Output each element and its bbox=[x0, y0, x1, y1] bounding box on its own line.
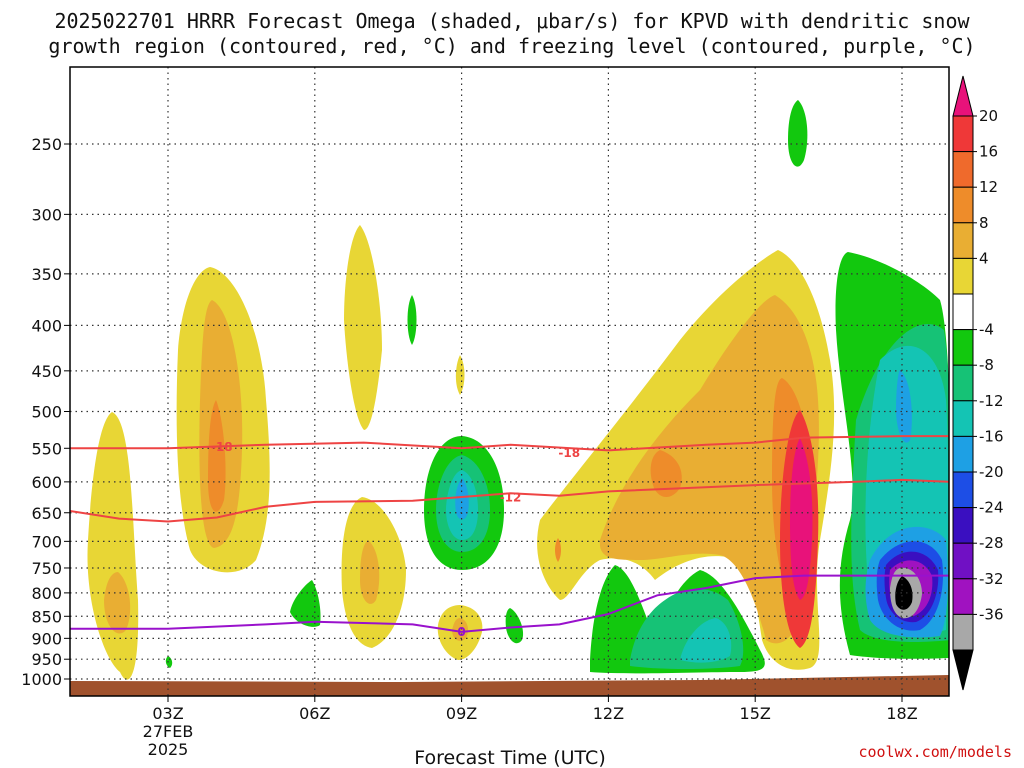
colorbar: 20 16 12 8 4 -4 -8 -12 -16 -20 -24 -28 -32 -36 bbox=[952, 75, 1004, 691]
y-tick-label: 450 bbox=[31, 362, 62, 381]
colorbar-bin bbox=[952, 435, 974, 473]
contour-label: 0 bbox=[457, 625, 465, 639]
omega-region-upward-11z bbox=[555, 538, 561, 562]
y-tick-label: 700 bbox=[31, 532, 62, 551]
y-tick-label: 900 bbox=[31, 629, 62, 648]
omega-region-subsidence-right-core bbox=[896, 370, 912, 443]
colorbar-label: -12 bbox=[979, 392, 1004, 410]
colorbar-label: -32 bbox=[979, 570, 1004, 588]
y-tick-label: 850 bbox=[31, 607, 62, 626]
colorbar-bin bbox=[952, 257, 974, 295]
omega-region-upward-09z-small bbox=[455, 355, 465, 395]
horizontal-gridlines bbox=[70, 143, 949, 680]
contour-label: -12 bbox=[500, 491, 522, 505]
x-axis: 03Z 06Z 09Z 12Z 15Z 18Z bbox=[152, 696, 918, 723]
y-tick-label: 750 bbox=[31, 559, 62, 578]
y-tick-label: 950 bbox=[31, 650, 62, 669]
colorbar-bin bbox=[952, 293, 974, 331]
colorbar-label: -4 bbox=[979, 321, 994, 339]
omega-region-subsidence-09z-core bbox=[455, 478, 469, 520]
contour-label: -18 bbox=[211, 440, 233, 454]
colorbar-bin bbox=[952, 613, 974, 651]
colorbar-bin bbox=[952, 329, 974, 366]
omega-region-upward-09z-low-core bbox=[452, 618, 468, 641]
omega-region-subsidence-10z bbox=[505, 608, 524, 644]
colorbar-label: 4 bbox=[979, 249, 989, 267]
omega-region-subsidence-right-peak bbox=[895, 576, 913, 610]
colorbar-bin bbox=[952, 115, 974, 153]
y-tick-label: 650 bbox=[31, 504, 62, 523]
colorbar-bin bbox=[952, 364, 974, 402]
colorbar-bin bbox=[952, 471, 974, 509]
y-tick-label: 500 bbox=[31, 403, 62, 422]
credit-text: coolwx.com/models bbox=[858, 743, 1012, 761]
colorbar-bin bbox=[952, 400, 974, 437]
omega-region-upward-06z bbox=[344, 225, 382, 430]
contour-line bbox=[70, 435, 949, 452]
y-tick-label: 400 bbox=[31, 316, 62, 335]
omega-region-subsidence-02z bbox=[165, 656, 173, 668]
y-axis: 250 300 350 400 450 500 550 600 650 700 750 800 850 9… bbox=[21, 135, 70, 689]
colorbar-label: -8 bbox=[979, 356, 994, 374]
contour-line bbox=[70, 478, 949, 523]
y-tick-label: 350 bbox=[31, 265, 62, 284]
colorbar-label: -36 bbox=[979, 605, 1004, 623]
x-tick-label: 06Z bbox=[299, 704, 330, 723]
y-tick-label: 250 bbox=[31, 135, 62, 154]
omega-region-upward-main-peak bbox=[790, 438, 813, 600]
colorbar-label: 12 bbox=[979, 178, 998, 196]
colorbar-bin bbox=[952, 151, 974, 188]
colorbar-label: 20 bbox=[979, 107, 998, 125]
x-axis-label: Forecast Time (UTC) bbox=[414, 747, 605, 768]
omega-region-upward-13z bbox=[650, 450, 682, 497]
omega-region-subsidence-05z bbox=[290, 580, 321, 627]
y-tick-label: 600 bbox=[31, 473, 62, 492]
y-tick-label: 800 bbox=[31, 584, 62, 603]
contour-line bbox=[70, 574, 949, 633]
colorbar-bin bbox=[952, 186, 974, 224]
colorbar-label: -16 bbox=[979, 427, 1004, 445]
y-tick-label: 1000 bbox=[21, 670, 62, 689]
colorbar-label: -20 bbox=[979, 463, 1004, 481]
x-tick-label: 18Z bbox=[886, 704, 917, 723]
omega-region-upward-main-mid bbox=[599, 295, 819, 644]
colorbar-label: 16 bbox=[979, 143, 998, 161]
omega-region-subsidence-upper bbox=[788, 100, 808, 167]
contour-labels: -18 -18 -12 0 bbox=[211, 440, 580, 639]
date-label-day: 27FEB bbox=[143, 722, 194, 741]
colorbar-bottom-arrow bbox=[952, 649, 974, 691]
terrain bbox=[70, 675, 949, 696]
colorbar-label: -28 bbox=[979, 534, 1004, 552]
colorbar-bin bbox=[952, 222, 974, 259]
y-tick-label: 550 bbox=[31, 439, 62, 458]
omega-shading bbox=[87, 100, 949, 680]
x-tick-label: 12Z bbox=[593, 704, 624, 723]
colorbar-bin bbox=[952, 507, 974, 544]
contour-label: -18 bbox=[558, 446, 580, 460]
x-tick-label: 15Z bbox=[740, 704, 771, 723]
contour-lines bbox=[70, 435, 949, 633]
omega-region-subsidence-low-inner bbox=[680, 618, 732, 663]
colorbar-bin bbox=[952, 542, 974, 580]
omega-region-upward-early-core bbox=[104, 572, 131, 634]
x-tick-label: 09Z bbox=[446, 704, 477, 723]
omega-region-subsidence-08z bbox=[407, 295, 417, 345]
vertical-gridlines bbox=[167, 67, 903, 696]
y-tick-label: 300 bbox=[31, 205, 62, 224]
omega-region-upward-03z-core bbox=[208, 400, 226, 512]
colorbar-top-arrow bbox=[952, 75, 974, 117]
chart-title-line-2: growth region (contoured, red, °C) and f… bbox=[48, 34, 975, 58]
plot-frame bbox=[69, 66, 950, 697]
colorbar-bin bbox=[952, 578, 974, 615]
omega-region-upward-early bbox=[87, 412, 139, 680]
chart-title-line-1: 2025022701 HRRR Forecast Omega (shaded, … bbox=[54, 9, 970, 33]
colorbar-label: -24 bbox=[979, 499, 1004, 517]
omega-region-upward-07z-core bbox=[360, 540, 380, 604]
x-tick-label: 03Z bbox=[152, 704, 183, 723]
date-label-year: 2025 bbox=[148, 740, 189, 759]
colorbar-label: 8 bbox=[979, 214, 989, 232]
